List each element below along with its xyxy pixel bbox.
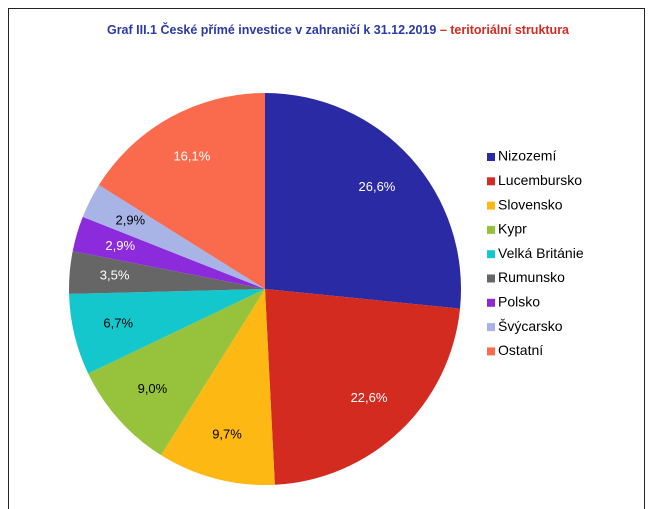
- legend-label: Nizozemí: [498, 148, 556, 164]
- pie-slice: [265, 93, 462, 309]
- legend-label: Velká Británie: [498, 245, 584, 261]
- data-label: 9,7%: [212, 426, 242, 441]
- chart-title: Graf III.1 České přímé investice v zahra…: [107, 22, 570, 37]
- legend-swatch: [487, 274, 495, 283]
- legend-swatch: [487, 201, 495, 210]
- pie-slice: [68, 251, 265, 294]
- title: Graf III.1 České přímé investice v zahra…: [107, 22, 436, 37]
- legend-label: Rumunsko: [498, 269, 565, 285]
- pie-slice: [265, 289, 461, 485]
- data-label: 6,7%: [103, 316, 133, 331]
- legend-swatch: [487, 153, 495, 161]
- data-label: 3,5%: [100, 268, 130, 283]
- legend-label: Slovensko: [498, 196, 563, 212]
- data-label: 26,6%: [359, 179, 396, 194]
- legend-label: Ostatní: [498, 342, 543, 358]
- legend-label: Lucembursko: [498, 172, 582, 188]
- pie-slice: [98, 93, 265, 289]
- data-label: 2,9%: [115, 212, 145, 227]
- legend-swatch: [487, 177, 495, 186]
- legend-label: Polsko: [498, 294, 540, 310]
- legend-swatch: [487, 298, 495, 307]
- frame: [8, 8, 645, 509]
- subtitle: – teritoriální struktura: [440, 23, 570, 37]
- pie-slice: [161, 289, 275, 485]
- legend-swatch: [487, 347, 495, 356]
- pie-slice: [69, 289, 266, 374]
- data-label: 2,9%: [105, 238, 135, 253]
- data-label: 22,6%: [351, 390, 388, 405]
- pie-slice: [82, 185, 265, 289]
- legend-swatch: [487, 323, 495, 332]
- legend-label: Kypr: [498, 221, 527, 237]
- pie-slice: [72, 216, 265, 289]
- pie-slice: [88, 289, 265, 456]
- data-label: 9,0%: [138, 381, 168, 396]
- data-label: 16,1%: [173, 148, 210, 163]
- legend-swatch: [487, 225, 495, 234]
- legend-label: Švýcarsko: [498, 318, 563, 334]
- legend-swatch: [487, 250, 495, 259]
